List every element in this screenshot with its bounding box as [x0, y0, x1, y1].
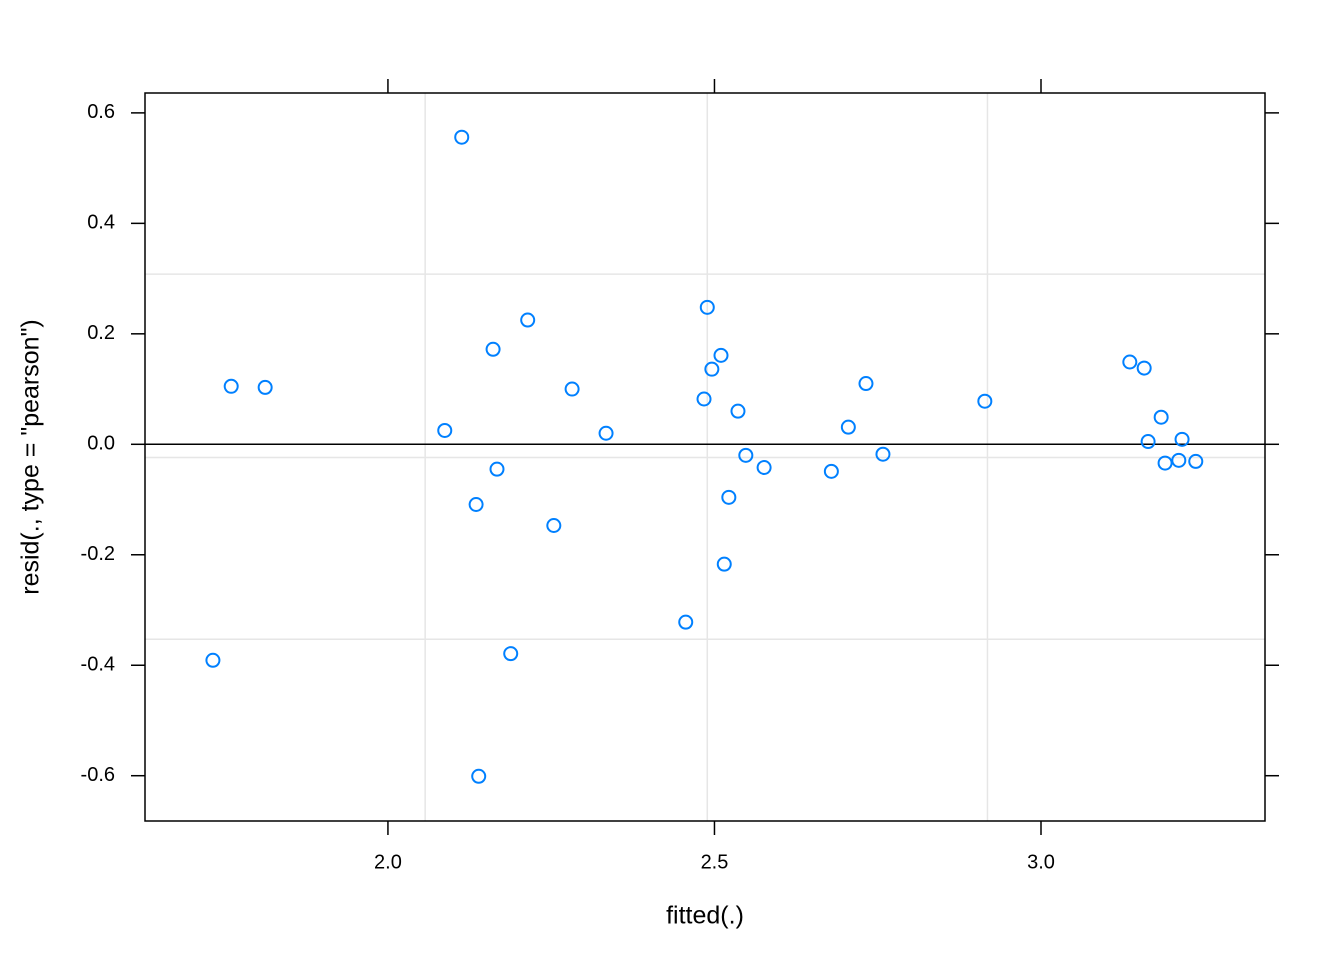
point — [564, 381, 580, 397]
point — [1136, 360, 1152, 376]
point — [1174, 431, 1190, 447]
point — [489, 461, 505, 477]
point — [738, 447, 754, 463]
point — [223, 378, 239, 394]
point — [471, 768, 487, 784]
point — [454, 129, 470, 145]
x-axis-title: fitted(.) — [666, 902, 744, 930]
y-tick-label: -0.2 — [81, 543, 115, 565]
point — [713, 347, 729, 363]
point — [520, 312, 536, 328]
point — [730, 403, 746, 419]
point — [716, 556, 732, 572]
point — [721, 489, 737, 505]
point — [1153, 409, 1169, 425]
point — [546, 517, 562, 533]
point — [977, 393, 993, 409]
point — [704, 361, 720, 377]
y-tick-label: 0.6 — [87, 101, 115, 123]
point — [699, 299, 715, 315]
x-tick-label: 2.0 — [374, 851, 402, 873]
point — [1188, 453, 1204, 469]
point — [205, 652, 221, 668]
point — [598, 425, 614, 441]
point — [756, 459, 772, 475]
y-tick-label: 0.4 — [87, 212, 115, 234]
point — [485, 341, 501, 357]
point — [503, 646, 519, 662]
x-tick-label: 3.0 — [1027, 851, 1055, 873]
y-tick-label: 0.0 — [87, 433, 115, 455]
point — [1157, 455, 1173, 471]
x-tick-label: 2.5 — [701, 851, 729, 873]
point — [257, 379, 273, 395]
point — [678, 614, 694, 630]
y-tick-label: -0.4 — [81, 654, 115, 676]
point — [1140, 434, 1156, 450]
point — [823, 463, 839, 479]
point — [1122, 354, 1138, 370]
point — [840, 419, 856, 435]
y-axis-title: resid(., type = "pearson") — [17, 319, 45, 595]
point — [875, 446, 891, 462]
y-tick-label: -0.6 — [81, 764, 115, 786]
point — [696, 391, 712, 407]
y-tick-label: 0.2 — [87, 322, 115, 344]
point — [1171, 452, 1187, 468]
plot-frame — [144, 92, 1266, 822]
point — [858, 376, 874, 392]
point — [468, 497, 484, 513]
point — [437, 422, 453, 438]
